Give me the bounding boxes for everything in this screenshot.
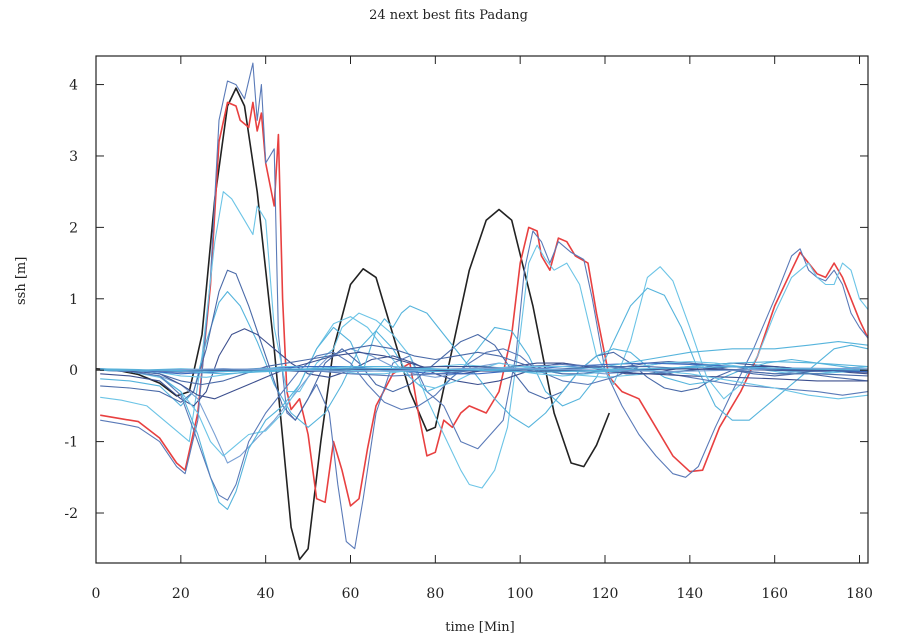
x-axis-label: time [Min] xyxy=(445,620,515,635)
series-line-3 xyxy=(100,62,869,550)
tick-layer: 0 20 40 60 80 100 120 140 160 180 -2 -1 0 1 2 3 4 xyxy=(64,56,873,602)
series-line-7 xyxy=(100,328,869,407)
x-tick-label: 0 xyxy=(92,586,101,602)
y-tick-label: 4 xyxy=(69,78,78,94)
x-tick-label: 120 xyxy=(592,586,619,602)
y-tick-label: 2 xyxy=(69,220,78,236)
x-tick-label: 80 xyxy=(426,586,444,602)
x-tick-label: 20 xyxy=(172,586,190,602)
x-tick-label: 100 xyxy=(507,586,534,602)
y-tick-label: 1 xyxy=(69,292,78,308)
y-tick-label: -2 xyxy=(64,506,78,522)
series-line-10 xyxy=(100,305,869,510)
series-layer xyxy=(95,62,869,561)
series-line-5 xyxy=(100,287,869,428)
y-tick-label: 0 xyxy=(69,363,78,379)
series-line-24 xyxy=(100,366,869,373)
plot-frame xyxy=(95,55,869,564)
series-line-6 xyxy=(100,269,869,421)
chart-title: 24 next best fits Padang xyxy=(369,8,528,23)
series-line-4 xyxy=(100,191,869,489)
series-line-23 xyxy=(100,367,869,373)
x-tick-label: 40 xyxy=(257,586,275,602)
y-tick-label: -1 xyxy=(64,435,78,451)
series-line-22 xyxy=(100,368,868,373)
x-tick-label: 180 xyxy=(846,586,873,602)
x-tick-label: 140 xyxy=(676,586,703,602)
series-line-1 xyxy=(95,87,611,561)
y-tick-label: 3 xyxy=(69,149,78,165)
series-line-9 xyxy=(100,316,869,457)
x-tick-label: 60 xyxy=(342,586,360,602)
series-line-2 xyxy=(100,101,869,507)
x-tick-label: 160 xyxy=(761,586,788,602)
